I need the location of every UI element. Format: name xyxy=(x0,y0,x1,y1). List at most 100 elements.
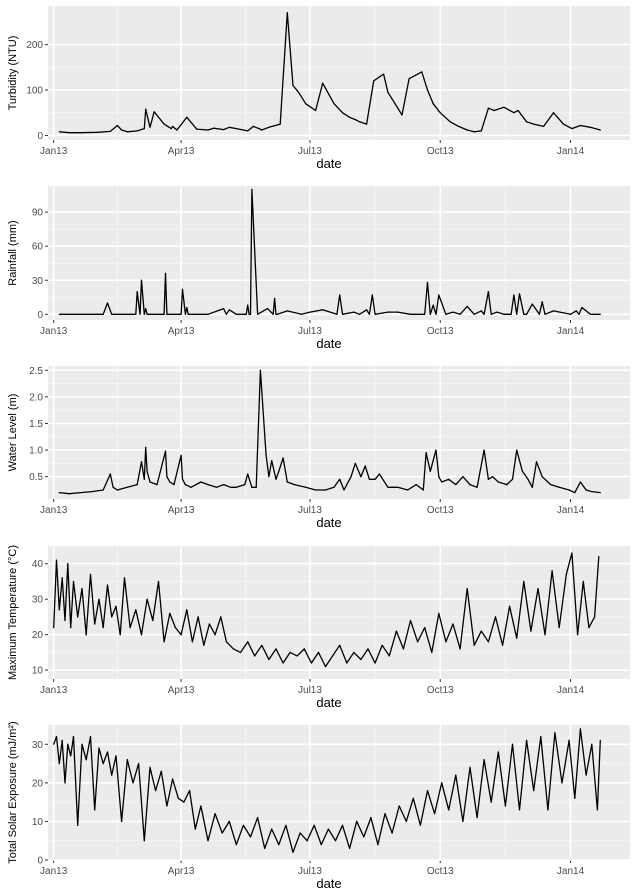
data-point xyxy=(554,732,556,734)
data-point xyxy=(426,281,429,284)
data-point xyxy=(81,743,83,745)
data-point xyxy=(377,844,379,846)
data-point xyxy=(516,449,518,451)
data-point xyxy=(523,580,525,583)
data-point xyxy=(452,311,454,313)
data-point xyxy=(426,89,429,91)
data-point xyxy=(292,84,294,87)
data-point xyxy=(214,813,216,815)
data-point xyxy=(349,116,351,118)
data-point xyxy=(333,486,335,488)
data-point xyxy=(249,836,252,838)
data-point xyxy=(213,127,215,129)
data-point xyxy=(421,71,423,73)
data-point xyxy=(322,82,324,84)
data-point xyxy=(240,651,242,654)
data-point xyxy=(356,820,358,823)
data-point xyxy=(77,824,79,826)
data-point xyxy=(395,630,397,632)
data-point xyxy=(490,801,492,803)
x-axis-title: date xyxy=(316,695,341,710)
data-point xyxy=(247,130,249,132)
y-tick-label: 2.5 xyxy=(29,366,43,377)
x-axis-title: date xyxy=(316,876,341,891)
data-point xyxy=(341,112,344,114)
data-point xyxy=(223,308,225,310)
data-point xyxy=(163,641,165,643)
x-tick-label: Apr13 xyxy=(168,866,195,877)
data-point xyxy=(146,470,148,472)
data-point xyxy=(425,452,427,454)
data-point xyxy=(220,616,222,618)
data-point xyxy=(387,91,389,93)
data-point xyxy=(343,489,345,491)
data-point xyxy=(129,627,131,629)
data-point xyxy=(180,634,182,636)
data-point xyxy=(200,805,202,807)
data-point xyxy=(254,655,256,657)
data-point xyxy=(235,128,237,130)
y-tick-label: 100 xyxy=(26,86,43,97)
y-tick-label: 0 xyxy=(37,856,43,867)
data-point xyxy=(544,634,546,636)
data-point xyxy=(225,641,227,643)
panel-background xyxy=(48,725,630,860)
data-point xyxy=(397,311,399,313)
data-point xyxy=(91,491,93,493)
data-point xyxy=(289,651,291,654)
data-point xyxy=(166,313,168,315)
panel-background xyxy=(48,366,630,499)
data-point xyxy=(136,291,138,293)
data-point xyxy=(123,313,126,315)
data-point xyxy=(293,484,295,486)
data-point xyxy=(424,313,426,315)
data-point xyxy=(121,820,123,823)
data-point xyxy=(589,313,592,315)
data-point xyxy=(409,619,412,622)
data-point xyxy=(510,313,512,315)
data-point xyxy=(494,616,497,618)
data-point xyxy=(126,759,128,761)
data-point xyxy=(435,449,437,451)
data-point xyxy=(146,313,148,315)
data-point xyxy=(531,303,533,305)
data-point xyxy=(496,311,498,313)
x-axis-title: date xyxy=(316,336,341,351)
data-point xyxy=(483,759,485,761)
data-point xyxy=(349,847,351,850)
data-point xyxy=(300,313,303,315)
data-point xyxy=(309,311,311,313)
y-tick-label: 40 xyxy=(32,559,44,570)
y-tick-label: 1.0 xyxy=(29,446,43,457)
data-point xyxy=(106,584,109,586)
data-point xyxy=(116,489,118,491)
data-point xyxy=(225,313,227,315)
data-point xyxy=(172,778,174,780)
data-point xyxy=(518,293,521,295)
data-point xyxy=(435,313,437,315)
data-point xyxy=(274,297,276,299)
x-tick-label: Apr13 xyxy=(168,685,195,696)
data-point xyxy=(145,308,147,310)
data-point xyxy=(368,313,370,315)
data-point xyxy=(591,743,593,745)
data-point xyxy=(98,747,100,749)
x-tick-label: Apr13 xyxy=(168,146,195,157)
data-point xyxy=(215,486,218,488)
data-point xyxy=(387,311,389,313)
data-point xyxy=(317,651,320,654)
data-point xyxy=(214,634,216,636)
data-point xyxy=(530,630,532,632)
data-point xyxy=(384,813,386,815)
data-point xyxy=(391,832,393,834)
data-point xyxy=(64,782,66,784)
data-point xyxy=(480,310,482,312)
data-point xyxy=(516,313,518,315)
data-point xyxy=(354,462,356,464)
data-point xyxy=(191,641,193,643)
x-tick-label: Oct13 xyxy=(427,326,454,337)
data-point xyxy=(157,580,160,583)
data-point xyxy=(480,630,482,632)
data-point xyxy=(207,484,209,486)
